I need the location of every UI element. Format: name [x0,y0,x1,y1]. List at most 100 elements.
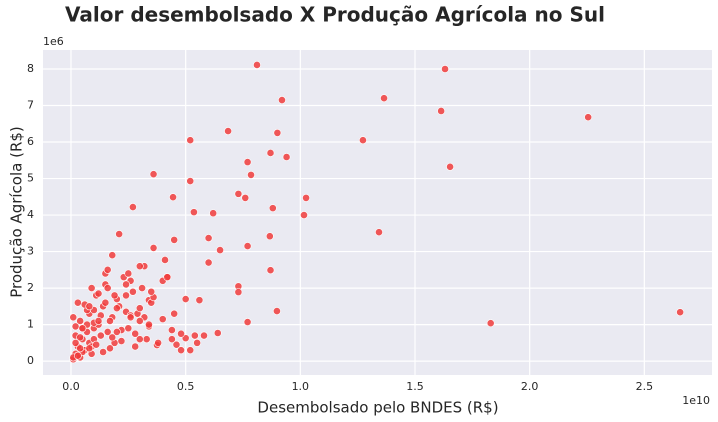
point [96,331,105,340]
point [161,256,169,264]
point [142,335,151,344]
plot-area [43,50,712,375]
point [101,298,110,307]
y-tick-label: 0 [27,354,34,367]
point [243,318,252,326]
x-tick-label: 0.0 [62,380,80,393]
point [69,313,78,322]
point [124,269,133,278]
point [278,96,286,104]
point [94,317,103,325]
y-axis-label: Produção Agrícola (R$) [8,126,26,298]
point [126,313,135,322]
point [216,246,224,255]
point [112,304,121,313]
point [213,329,222,337]
point [135,335,144,344]
point [124,324,133,333]
point [115,230,124,238]
point [170,235,179,244]
point [247,170,255,179]
point [169,193,177,202]
x-axis-label: Desembolsado pelo BNDES (R$) [257,399,498,417]
point [103,328,112,336]
point [154,338,163,347]
grid [43,50,712,375]
point [110,291,119,300]
point [253,61,261,69]
chart-title: Valor desembolsado X Produção Agrícola n… [65,3,605,27]
point [243,158,252,167]
point [92,340,101,349]
point [163,273,172,282]
point [108,251,117,260]
point [85,302,94,311]
point [375,228,383,237]
point [129,287,137,296]
point [243,242,252,250]
point [167,335,176,344]
point [177,329,185,338]
point [172,340,181,349]
x-offset: 1e10 [682,394,710,407]
point [122,280,130,289]
point [85,344,94,353]
point [676,308,685,317]
y-tick-label: 8 [27,62,34,75]
point [147,287,156,296]
point [117,337,126,345]
point [266,149,275,157]
point [103,284,112,292]
point [300,211,308,219]
points [69,61,685,364]
x-tick-label: 2.5 [636,380,654,393]
y-tick-label: 2 [27,281,34,294]
point [76,333,85,342]
point [241,193,250,202]
point [204,234,213,242]
point [195,296,204,305]
point [186,177,195,185]
point [265,232,274,241]
point [200,331,208,340]
point [359,136,367,145]
point [138,284,146,292]
point [108,333,117,342]
point [177,346,185,355]
point [99,348,107,356]
point [441,65,449,73]
y-offset: 1e6 [43,35,64,48]
point [273,307,281,315]
point [145,320,153,329]
point [131,342,140,351]
y-tick-label: 6 [27,135,34,148]
point [181,295,190,303]
point [73,298,82,307]
point [204,258,213,267]
point [167,326,176,334]
point [584,113,593,122]
point [437,107,446,115]
point [131,329,140,338]
point [282,153,291,161]
point [112,328,121,336]
y-tick-label: 4 [27,208,34,221]
point [170,309,179,318]
point [446,162,454,171]
point [129,203,137,211]
y-tick-label: 1 [27,318,34,331]
point [273,128,282,137]
point [94,289,103,298]
point [234,288,243,297]
point [186,136,195,145]
y-tick-label: 3 [27,245,34,258]
point [209,209,218,218]
point [149,170,158,179]
point [103,265,112,274]
point [268,204,277,213]
point [76,344,85,353]
point [193,338,202,347]
point [106,317,114,325]
x-tick-label: 2.0 [521,380,539,393]
